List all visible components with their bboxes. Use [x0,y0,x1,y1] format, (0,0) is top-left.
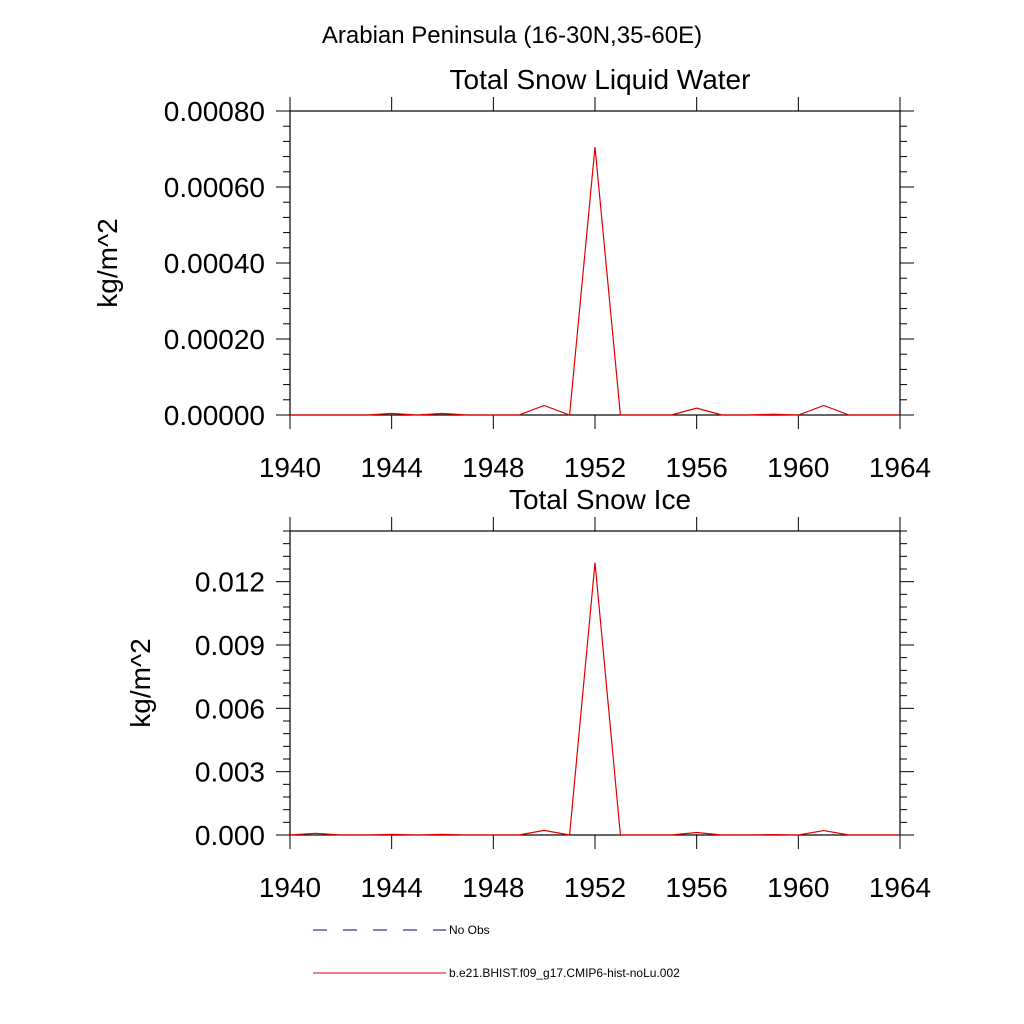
legend-obs-label: No Obs [449,923,490,937]
x-tick-label: 1956 [666,872,728,903]
x-tick-label: 1960 [767,452,829,483]
x-tick-label: 1964 [869,452,931,483]
series-line [290,147,900,416]
x-tick-label: 1956 [666,452,728,483]
y-tick-label: 0.000 [195,820,265,851]
figure-title: Arabian Peninsula (16-30N,35-60E) [322,22,702,49]
y-tick-label: 0.006 [195,693,265,724]
y-tick-label: 0.00020 [164,324,265,355]
y-tick-label: 0.00060 [164,172,265,203]
y-axis-label: kg/m^2 [92,218,123,307]
x-tick-label: 1960 [767,872,829,903]
panel-title: Total Snow Liquid Water [450,64,751,95]
legend-model-label: b.e21.BHIST.f09_g17.CMIP6-hist-noLu.002 [449,966,680,980]
x-tick-label: 1940 [259,872,321,903]
y-tick-label: 0.003 [195,757,265,788]
x-tick-label: 1964 [869,872,931,903]
x-tick-label: 1952 [564,452,626,483]
x-tick-label: 1948 [462,452,524,483]
y-tick-label: 0.00040 [164,248,265,279]
legend: No Obs b.e21.BHIST.f09_g17.CMIP6-hist-no… [313,923,680,980]
plot-frame [289,110,901,416]
panel-title: Total Snow Ice [509,484,691,515]
y-axis-label: kg/m^2 [125,638,156,727]
x-tick-label: 1940 [259,452,321,483]
panel-1: Total Snow Liquid Water kg/m^2 1940 1944 194… [92,64,931,483]
y-tick-label: 0.00000 [164,400,265,431]
y-tick-label: 0.009 [195,630,265,661]
x-tick-label: 1944 [361,872,423,903]
y-tick-label: 0.012 [195,567,265,598]
panels: Total Snow Liquid Water kg/m^2 1940 1944 194… [92,64,931,903]
plot-frame [289,530,901,836]
x-tick-label: 1948 [462,872,524,903]
y-tick-label: 0.00080 [164,96,265,127]
series-line [289,562,900,836]
panel-2: Total Snow Ice kg/m^2 1940 1944 1948 1952 1956… [125,484,931,903]
x-tick-label: 1944 [361,452,423,483]
x-tick-label: 1952 [564,872,626,903]
